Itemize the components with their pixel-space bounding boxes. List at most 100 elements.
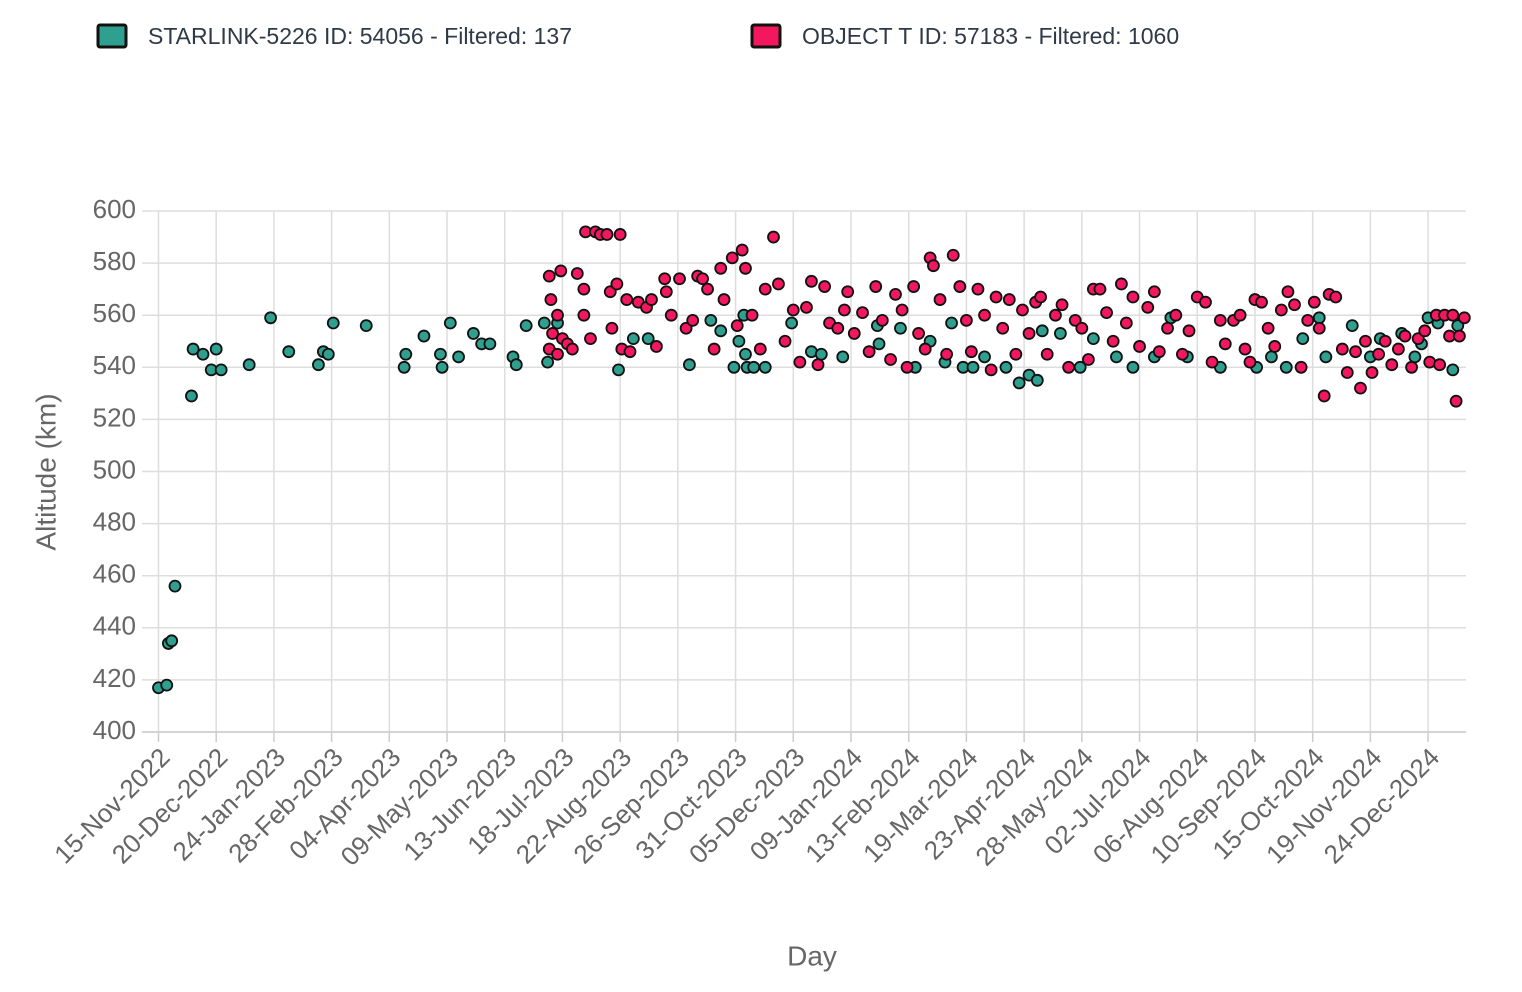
point: [831, 321, 845, 335]
point: [895, 303, 909, 317]
point: [1119, 316, 1133, 330]
point: [686, 314, 700, 327]
y-tick-label: 600: [93, 194, 136, 224]
point: [546, 327, 559, 340]
point: [1329, 290, 1343, 304]
point: [1261, 321, 1275, 335]
point: [551, 347, 564, 361]
point: [1312, 321, 1326, 335]
point: [918, 342, 932, 356]
legend: STARLINK-5226 ID: 54056 - Filtered: 137 …: [96, 23, 1179, 49]
point: [1365, 366, 1379, 379]
point: [359, 319, 373, 333]
legend-label[interactable]: STARLINK-5226 ID: 54056 - Filtered: 137: [148, 23, 572, 49]
point: [1296, 332, 1310, 346]
point: [1243, 355, 1257, 369]
point: [984, 363, 998, 377]
point: [1199, 295, 1212, 309]
point: [940, 347, 954, 361]
point: [1446, 363, 1460, 377]
point: [214, 363, 228, 377]
point: [452, 350, 465, 364]
point: [544, 293, 558, 306]
legend-label[interactable]: OBJECT T ID: 57183 - Filtered: 1060: [802, 23, 1179, 49]
point: [793, 355, 807, 369]
point: [417, 329, 431, 343]
point: [989, 290, 1003, 304]
point: [739, 261, 752, 275]
point: [1354, 381, 1367, 395]
point: [165, 634, 179, 648]
point: [1205, 355, 1219, 369]
point: [996, 321, 1010, 335]
point: [872, 337, 886, 351]
point: [467, 327, 480, 340]
point: [1446, 308, 1460, 322]
point: [717, 293, 731, 306]
point: [1457, 311, 1471, 325]
point: [1345, 319, 1359, 333]
point: [1075, 321, 1089, 335]
point: [577, 308, 591, 322]
point: [1433, 358, 1447, 372]
point: [1009, 347, 1023, 361]
point: [946, 248, 960, 262]
point: [1340, 366, 1354, 379]
point: [707, 342, 721, 356]
point: [1110, 350, 1123, 364]
legend-swatch[interactable]: [750, 23, 782, 49]
point: [1317, 389, 1331, 403]
point: [1378, 334, 1392, 348]
point: [186, 342, 200, 356]
point: [1126, 360, 1140, 374]
point: [483, 337, 497, 351]
point: [551, 308, 564, 322]
point: [160, 678, 174, 692]
point: [645, 293, 658, 306]
point: [1012, 376, 1026, 390]
point: [1349, 345, 1362, 359]
point: [185, 389, 198, 403]
point: [1141, 300, 1155, 314]
point: [664, 308, 678, 322]
point: [714, 261, 728, 275]
point: [747, 360, 761, 374]
point: [1319, 350, 1333, 364]
point: [683, 358, 696, 372]
point: [577, 282, 591, 296]
point: [778, 334, 792, 348]
legend-swatch[interactable]: [96, 23, 128, 49]
point: [1294, 360, 1308, 374]
point: [1169, 308, 1183, 322]
point: [1372, 347, 1386, 361]
point: [613, 228, 627, 241]
point: [900, 360, 914, 374]
point: [1016, 303, 1029, 317]
point: [1265, 350, 1278, 364]
point: [1022, 327, 1036, 340]
point: [626, 332, 640, 346]
point: [397, 360, 411, 374]
point: [1093, 282, 1107, 296]
point: [814, 347, 828, 361]
point: [836, 350, 850, 364]
point: [196, 347, 210, 361]
point: [978, 308, 991, 322]
y-tick-label: 480: [93, 506, 136, 536]
point: [584, 332, 597, 346]
point: [541, 355, 555, 369]
point: [620, 293, 634, 306]
point: [1449, 394, 1463, 408]
point: [1049, 308, 1062, 322]
y-tick-label: 420: [93, 663, 136, 693]
point: [1312, 311, 1326, 325]
point: [623, 345, 637, 359]
point: [1268, 340, 1282, 353]
point: [1100, 306, 1113, 319]
point: [1233, 308, 1247, 322]
point: [785, 316, 799, 330]
point: [1114, 277, 1128, 291]
point: [805, 274, 818, 288]
point: [696, 272, 709, 286]
point: [1161, 321, 1174, 335]
